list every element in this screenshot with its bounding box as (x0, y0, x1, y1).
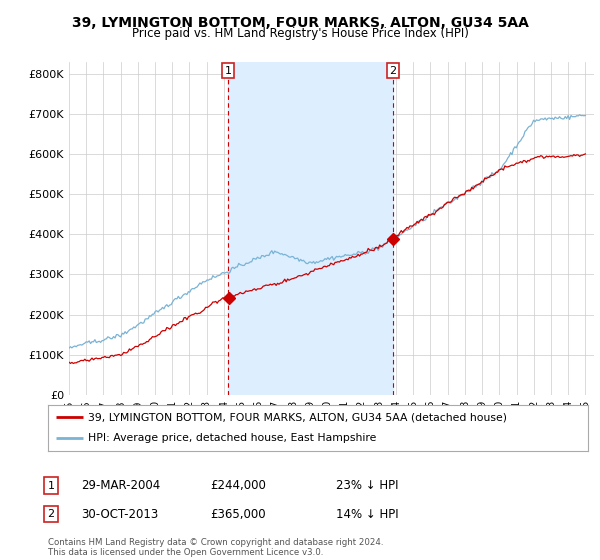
Text: Contains HM Land Registry data © Crown copyright and database right 2024.
This d: Contains HM Land Registry data © Crown c… (48, 538, 383, 557)
Text: Price paid vs. HM Land Registry's House Price Index (HPI): Price paid vs. HM Land Registry's House … (131, 27, 469, 40)
Text: 30-OCT-2013: 30-OCT-2013 (81, 507, 158, 521)
Text: 2: 2 (47, 509, 55, 519)
Text: 1: 1 (47, 480, 55, 491)
Text: 23% ↓ HPI: 23% ↓ HPI (336, 479, 398, 492)
Text: 39, LYMINGTON BOTTOM, FOUR MARKS, ALTON, GU34 5AA: 39, LYMINGTON BOTTOM, FOUR MARKS, ALTON,… (71, 16, 529, 30)
Text: 29-MAR-2004: 29-MAR-2004 (81, 479, 160, 492)
Text: £244,000: £244,000 (210, 479, 266, 492)
Text: HPI: Average price, detached house, East Hampshire: HPI: Average price, detached house, East… (89, 433, 377, 444)
Text: 2: 2 (389, 66, 397, 76)
Text: 14% ↓ HPI: 14% ↓ HPI (336, 507, 398, 521)
Bar (228, 62, 393, 395)
Text: £365,000: £365,000 (210, 507, 266, 521)
Text: 1: 1 (224, 66, 232, 76)
Text: 39, LYMINGTON BOTTOM, FOUR MARKS, ALTON, GU34 5AA (detached house): 39, LYMINGTON BOTTOM, FOUR MARKS, ALTON,… (89, 412, 508, 422)
